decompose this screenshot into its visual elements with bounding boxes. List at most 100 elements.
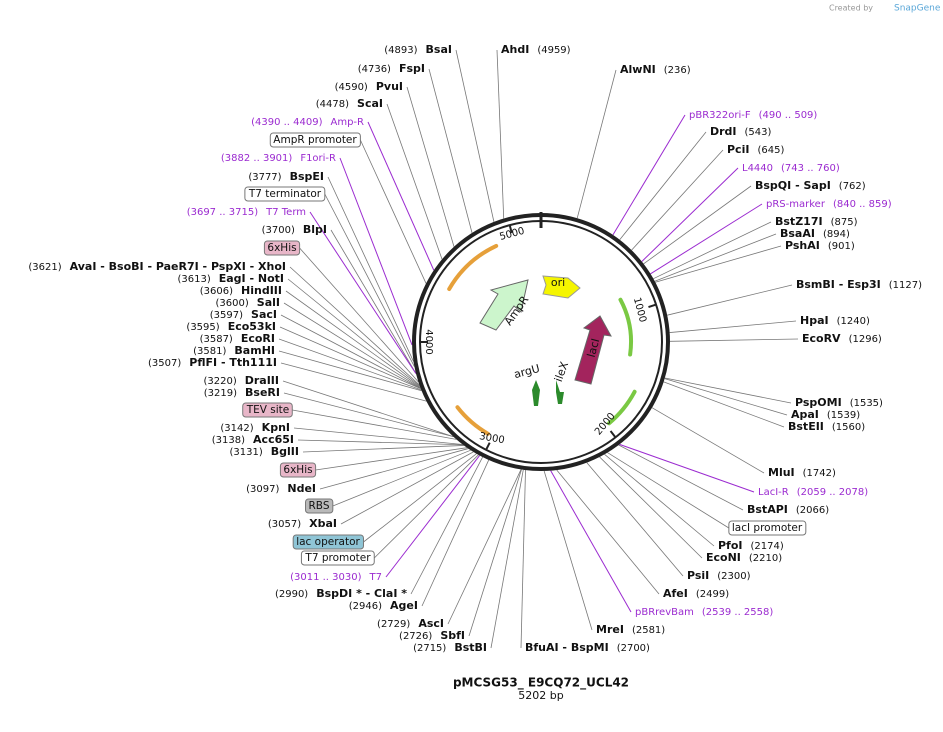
enzyme-label[interactable]: EcoRV (1296) — [802, 332, 882, 345]
feature-box[interactable] — [292, 534, 364, 550]
site-name: BstAPI — [747, 503, 788, 516]
site-name: AfeI — [663, 587, 688, 600]
feature-label[interactable]: 6xHis — [283, 464, 312, 476]
enzyme-label[interactable]: BstZ17I (875) — [775, 215, 858, 228]
leader-line — [643, 185, 752, 265]
leader-line — [447, 469, 522, 625]
feature-label[interactable]: TEV site — [246, 404, 290, 416]
leader-line — [327, 176, 414, 362]
enzyme-label[interactable]: (3587) EcoRI — [200, 332, 275, 345]
primer-label[interactable]: (4390 .. 4409) Amp-R — [251, 117, 364, 128]
site-position: (901) — [828, 241, 855, 252]
site-position: (2066) — [796, 505, 829, 516]
feature-box[interactable] — [263, 240, 301, 256]
ruler-label: 4000 — [423, 329, 434, 354]
credit-brand[interactable]: SnapGene — [894, 4, 941, 14]
enzyme-label[interactable]: (3097) NdeI — [246, 482, 316, 495]
feature-label[interactable]: 6xHis — [267, 242, 296, 254]
enzyme-label[interactable]: (2946) AgeI — [349, 599, 418, 612]
enzyme-label[interactable]: BstEII (1560) — [788, 420, 865, 433]
enzyme-label[interactable]: ApaI (1539) — [791, 408, 860, 421]
enzyme-label[interactable]: PsiI (2300) — [687, 569, 751, 582]
site-position: (3131) — [230, 447, 263, 458]
leader-line — [520, 470, 526, 649]
enzyme-label[interactable]: EcoNI (2210) — [706, 551, 782, 564]
feature-box[interactable] — [244, 186, 326, 202]
enzyme-label[interactable]: (3597) SacI — [210, 308, 277, 321]
enzyme-label[interactable]: (3220) DraIII — [203, 374, 279, 387]
enzyme-label[interactable]: DrdI (543) — [710, 125, 772, 138]
enzyme-label[interactable]: BfuAI - BspMI (2700) — [525, 641, 650, 654]
enzyme-label[interactable]: (2729) AscI — [377, 617, 444, 630]
site-position: (894) — [823, 229, 850, 240]
enzyme-label[interactable]: PspOMI (1535) — [795, 396, 883, 409]
enzyme-label[interactable]: (3142) KpnI — [220, 421, 290, 434]
enzyme-label[interactable]: AfeI (2499) — [663, 587, 729, 600]
enzyme-label[interactable]: (3700) BlpI — [262, 223, 327, 236]
feature-label[interactable]: AmpR promoter — [273, 134, 357, 146]
enzyme-label[interactable]: (3057) XbaI — [268, 517, 337, 530]
feature-box[interactable] — [269, 132, 361, 148]
feature-label[interactable]: T7 terminator — [248, 188, 322, 200]
enzyme-label[interactable]: (3581) BamHI — [193, 344, 275, 357]
enzyme-label[interactable]: (3131) BglII — [230, 445, 299, 458]
primer-label[interactable]: LacI-R (2059 .. 2078) — [758, 487, 868, 498]
map-feature-label: ileX — [552, 360, 571, 384]
primer-label[interactable]: pBR322ori-F (490 .. 509) — [689, 110, 817, 121]
site-position: (3621) — [28, 262, 61, 273]
feature-box[interactable] — [242, 402, 293, 418]
primer-label[interactable]: L4440 (743 .. 760) — [742, 163, 840, 174]
primer-label[interactable]: pRS-marker (840 .. 859) — [766, 199, 892, 210]
feature-label[interactable]: T7 promoter — [304, 552, 371, 564]
site-name: SalI — [257, 296, 280, 309]
enzyme-label[interactable]: PciI (645) — [727, 143, 784, 156]
enzyme-label[interactable]: (3777) BspEI — [248, 170, 324, 183]
enzyme-label[interactable]: (3613) EagI - NotI — [177, 272, 284, 285]
enzyme-label[interactable]: BspQI - SapI (762) — [755, 179, 866, 192]
enzyme-label[interactable]: (3138) Acc65I — [212, 433, 294, 446]
feature-box[interactable] — [728, 520, 807, 536]
backbone-inner — [419, 220, 663, 464]
feature-box[interactable] — [279, 462, 317, 478]
enzyme-label[interactable]: MluI (1742) — [768, 466, 836, 479]
ori-arrow — [542, 275, 581, 299]
site-position: (645) — [757, 145, 784, 156]
feature-label[interactable]: RBS — [309, 500, 330, 512]
enzyme-label[interactable]: (3595) Eco53kI — [186, 320, 276, 333]
enzyme-label[interactable]: BsaAI (894) — [780, 227, 850, 240]
leader-line — [612, 114, 686, 236]
enzyme-label[interactable]: (2715) BstBI — [413, 641, 487, 654]
enzyme-label[interactable]: PfoI (2174) — [718, 539, 784, 552]
feature-label[interactable]: lac operator — [296, 536, 360, 548]
enzyme-label[interactable]: AhdI (4959) — [501, 43, 571, 56]
site-name: SacI — [251, 308, 277, 321]
enzyme-label[interactable]: BstAPI (2066) — [747, 503, 829, 516]
primer-label[interactable]: pBRrevBam (2539 .. 2558) — [635, 607, 773, 618]
laci-arrow — [574, 315, 612, 385]
enzyme-label[interactable]: BsmBI - Esp3I (1127) — [796, 278, 922, 291]
enzyme-label[interactable]: HpaI (1240) — [800, 314, 870, 327]
enzyme-label[interactable]: (4736) FspI — [358, 62, 425, 75]
enzyme-label[interactable]: (4893) BsaI — [384, 43, 452, 56]
feature-box[interactable] — [305, 498, 334, 514]
enzyme-label[interactable]: (2990) BspDI * - ClaI * — [275, 587, 407, 600]
primer-label[interactable]: (3011 .. 3030) T7 — [290, 572, 382, 583]
enzyme-label[interactable]: (3606) HindIII — [200, 284, 282, 297]
site-position: (3595) — [186, 322, 219, 333]
enzyme-label[interactable]: (3507) PflFI - Tth111I — [148, 356, 277, 369]
enzyme-label[interactable]: AlwNI (236) — [620, 63, 691, 76]
enzyme-label[interactable]: MreI (2581) — [596, 623, 665, 636]
feature-label[interactable]: lacI promoter — [732, 522, 803, 534]
enzyme-label[interactable]: (3621) AvaI - BsoBI - PaeR7I - PspXI - Xh… — [28, 260, 286, 273]
enzyme-label[interactable]: (4590) PvuI — [335, 80, 403, 93]
feature-box[interactable] — [300, 550, 375, 566]
enzyme-label[interactable]: (4478) ScaI — [316, 97, 383, 110]
primer-label[interactable]: (3697 .. 3715) T7 Term — [187, 207, 306, 218]
enzyme-label[interactable]: PshAI (901) — [785, 239, 855, 252]
leader-line — [278, 338, 422, 391]
enzyme-label[interactable]: (3600) SalI — [216, 296, 280, 309]
enzyme-label[interactable]: (2726) SbfI — [399, 629, 465, 642]
primer-label[interactable]: (3882 .. 3901) F1ori-R — [221, 153, 336, 164]
enzyme-label[interactable]: (3219) BseRI — [204, 386, 280, 399]
